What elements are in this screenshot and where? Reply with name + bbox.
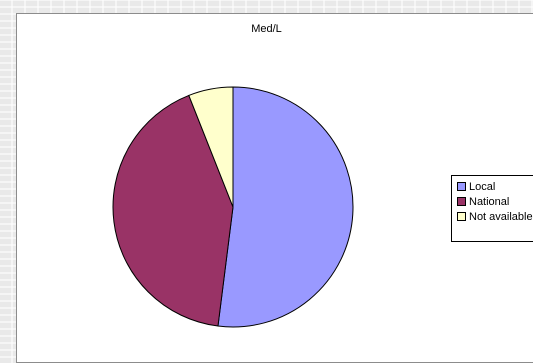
legend-swatch-not-available: [457, 212, 466, 221]
legend-item-local: Local: [452, 179, 533, 194]
legend-label-local: Local: [469, 180, 496, 193]
legend-item-national: National: [452, 194, 533, 209]
legend-label-not-available: Not available: [469, 210, 533, 223]
pie-slice-local: [217, 86, 354, 328]
legend-swatch-local: [457, 182, 466, 191]
legend-item-not-available: Not available: [452, 209, 533, 224]
legend-label-national: National: [469, 195, 510, 208]
legend: Local National Not available: [451, 175, 533, 242]
pie-slice-not-available: [188, 86, 234, 208]
legend-swatch-national: [457, 197, 466, 206]
pie-slice-national: [112, 94, 234, 327]
chart-title: Med/L: [251, 23, 282, 35]
